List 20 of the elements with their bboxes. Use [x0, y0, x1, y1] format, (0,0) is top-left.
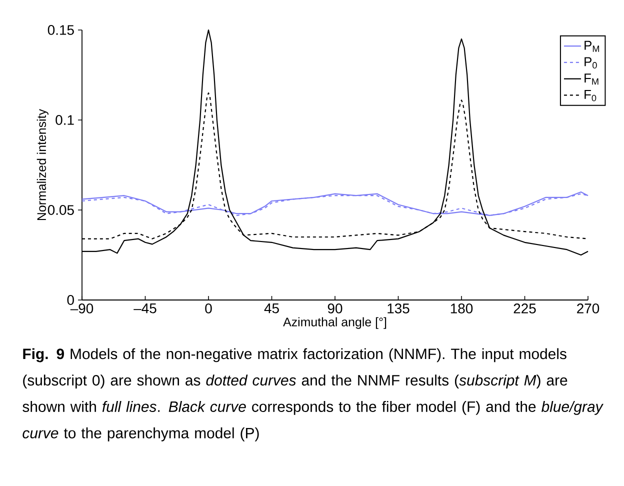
x-tick-label: 135 — [388, 304, 410, 314]
x-tick-label: 180 — [450, 304, 473, 314]
legend-label: F$_{0}$ — [584, 90, 596, 102]
x-tick-label: 45 — [264, 304, 279, 314]
x-tick-label: –45 — [134, 304, 156, 314]
legend-label: P$_{M}$ — [584, 40, 599, 52]
x-tick-label: 270 — [577, 304, 600, 314]
y-tick-label: 0.1 — [56, 115, 74, 125]
x-tick-label: 90 — [328, 304, 342, 314]
y-tick-label: 0.05 — [48, 205, 74, 215]
x-tick-label: 225 — [514, 304, 536, 314]
x-tick-label: 0 — [205, 304, 212, 314]
y-tick-label: 0.15 — [48, 25, 74, 35]
x-axis-title: Azimuthal angle [°] — [283, 317, 386, 329]
x-tick-label: –90 — [70, 304, 94, 314]
text: Fig. 9 Models of the non-negative matrix factorization (NNMF). The input models (subscript 0) are shown as dotted curves and the NNMF results (subscript M) are shown with full lines. Black curve corresponds to the fiber model (F) and the blue/gray curve to the parenchyma model (P) — [22, 348, 604, 442]
legend-label: P$_{0}$ — [584, 57, 597, 68]
y-axis-title: Normalized intensity — [36, 108, 48, 220]
y-tick-label: 0 — [67, 295, 74, 305]
legend-label: F$_{M}$ — [584, 74, 598, 85]
